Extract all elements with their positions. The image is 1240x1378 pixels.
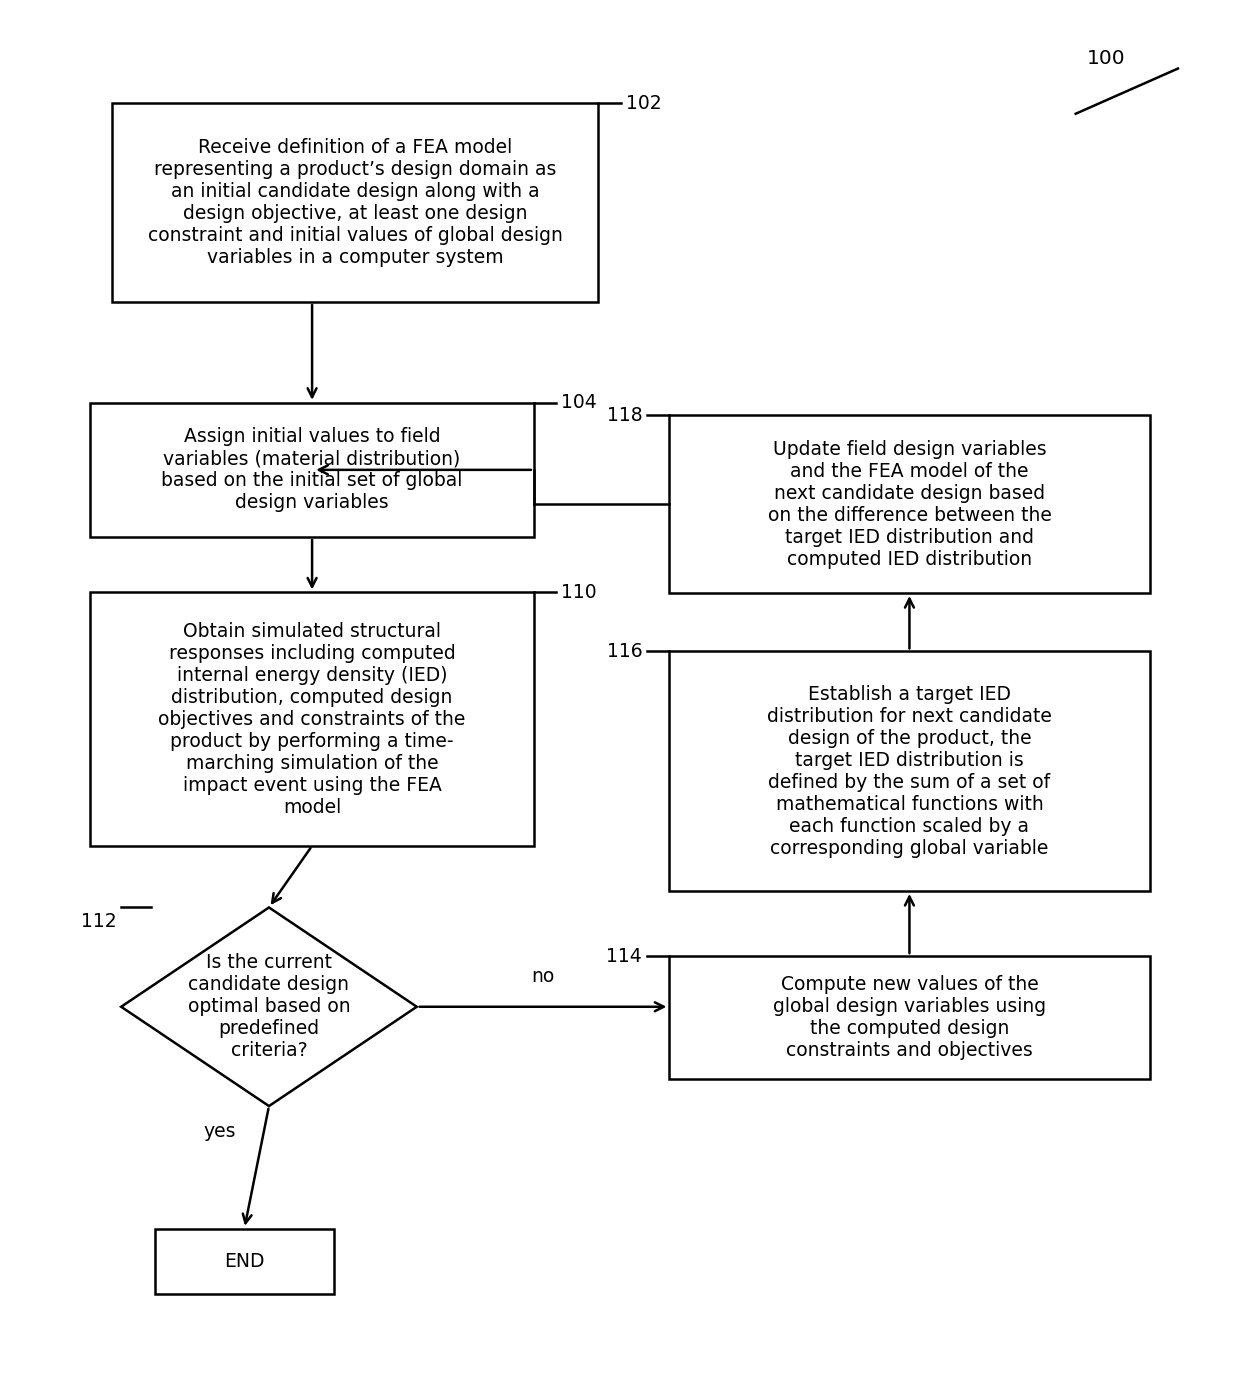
Text: Establish a target IED
distribution for next candidate
design of the product, th: Establish a target IED distribution for … bbox=[768, 685, 1052, 857]
Text: yes: yes bbox=[203, 1123, 236, 1141]
Text: 116: 116 bbox=[606, 642, 642, 661]
Bar bbox=[91, 593, 533, 846]
Text: Receive definition of a FEA model
representing a product’s design domain as
an i: Receive definition of a FEA model repres… bbox=[148, 138, 563, 267]
Text: 110: 110 bbox=[560, 583, 596, 602]
Text: Compute new values of the
global design variables using
the computed design
cons: Compute new values of the global design … bbox=[773, 976, 1047, 1060]
Text: Update field design variables
and the FEA model of the
next candidate design bas: Update field design variables and the FE… bbox=[768, 440, 1052, 569]
Bar bbox=[112, 103, 599, 302]
Bar bbox=[91, 402, 533, 537]
Text: 114: 114 bbox=[606, 947, 642, 966]
Bar bbox=[155, 1229, 334, 1294]
Text: Obtain simulated structural
responses including computed
internal energy density: Obtain simulated structural responses in… bbox=[159, 621, 466, 817]
Text: 118: 118 bbox=[606, 405, 642, 424]
Polygon shape bbox=[122, 908, 417, 1107]
Text: no: no bbox=[532, 967, 554, 987]
Text: 112: 112 bbox=[81, 912, 117, 930]
Bar bbox=[670, 652, 1149, 892]
Text: 100: 100 bbox=[1087, 50, 1126, 69]
Bar bbox=[670, 415, 1149, 593]
Bar bbox=[670, 956, 1149, 1079]
Text: 104: 104 bbox=[560, 393, 596, 412]
Text: END: END bbox=[224, 1253, 264, 1271]
Text: Assign initial values to field
variables (material distribution)
based on the in: Assign initial values to field variables… bbox=[161, 427, 463, 513]
Text: Is the current
candidate design
optimal based on
predefined
criteria?: Is the current candidate design optimal … bbox=[187, 954, 350, 1060]
Text: 102: 102 bbox=[625, 94, 661, 113]
